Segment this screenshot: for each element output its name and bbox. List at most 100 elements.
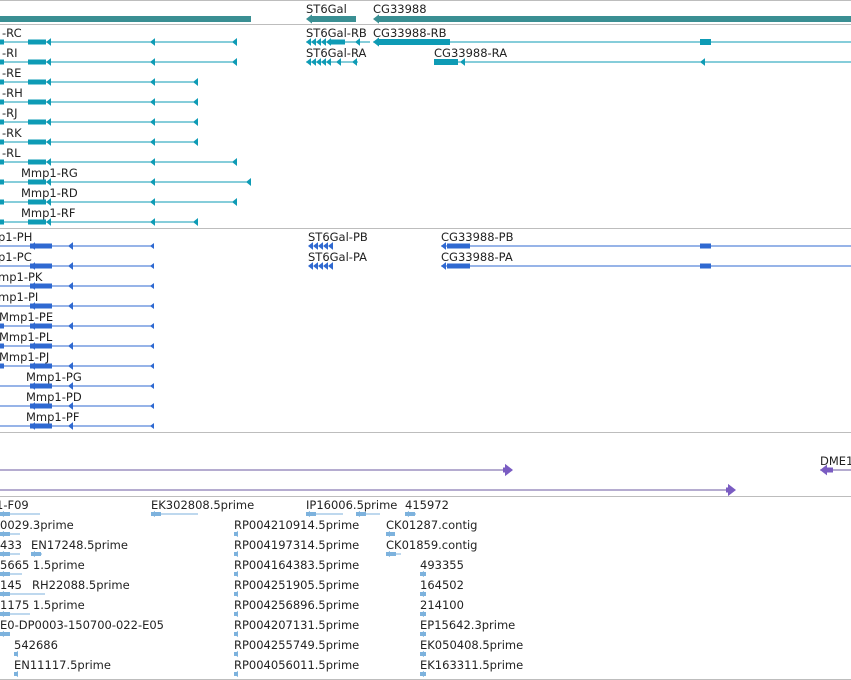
- protein-end-arrow[interactable]: [150, 303, 154, 309]
- transcript-arrow[interactable]: [326, 58, 331, 66]
- transcript-arrow[interactable]: [150, 158, 155, 166]
- proteins-feature-label[interactable]: Mmp1-PD: [26, 390, 82, 404]
- feature-block[interactable]: [503, 467, 508, 473]
- protein-arrow[interactable]: [313, 262, 318, 270]
- protein-arrow[interactable]: [30, 422, 35, 430]
- ests-feature-label[interactable]: IP16006.5prime: [306, 498, 398, 512]
- transcript-exon[interactable]: [28, 79, 46, 85]
- ests-feature-label[interactable]: CK01287.contig: [386, 518, 478, 532]
- ests-feature-label[interactable]: 542686: [14, 638, 58, 652]
- transcript-arrow[interactable]: [150, 138, 155, 146]
- transcript-end-arrow[interactable]: [232, 158, 237, 166]
- transcript-arrow[interactable]: [150, 98, 155, 106]
- est-block[interactable]: [356, 512, 366, 516]
- transcript-arrow[interactable]: [150, 38, 155, 46]
- proteins-feature-label[interactable]: CG33988-PB: [441, 230, 514, 244]
- ests-feature-label[interactable]: RP004056011.5prime: [234, 658, 360, 672]
- est-arrow[interactable]: [420, 670, 424, 678]
- feature-arrow-left[interactable]: [820, 464, 827, 476]
- protein-exon[interactable]: [30, 243, 52, 249]
- transcript-arrow[interactable]: [306, 58, 311, 66]
- transcripts-feature-label[interactable]: CG33988-RB: [373, 26, 447, 40]
- protein-exon[interactable]: [447, 263, 470, 269]
- protein-exon[interactable]: [700, 263, 711, 269]
- est-block[interactable]: [151, 512, 161, 516]
- protein-exon[interactable]: [30, 343, 52, 349]
- proteins-feature-label[interactable]: Mmp1-PJ: [0, 350, 50, 364]
- est-block[interactable]: [31, 552, 41, 556]
- protein-exon[interactable]: [30, 263, 52, 269]
- transcript-arrow[interactable]: [373, 37, 379, 47]
- transcript-arrow[interactable]: [46, 58, 51, 66]
- transcript-arrow[interactable]: [46, 178, 51, 186]
- est-block[interactable]: [0, 532, 10, 536]
- ests-feature-label[interactable]: 433: [0, 538, 22, 552]
- protein-exon[interactable]: [0, 343, 4, 349]
- gene-bar[interactable]: [0, 16, 251, 22]
- transcript-exon[interactable]: [28, 179, 46, 185]
- protein-exon[interactable]: [700, 243, 711, 249]
- transcript-arrow[interactable]: [150, 118, 155, 126]
- transcript-arrow[interactable]: [700, 58, 705, 66]
- est-arrow[interactable]: [420, 610, 424, 618]
- protein-exon[interactable]: [30, 383, 52, 389]
- protein-exon[interactable]: [30, 283, 52, 289]
- transcript-exon[interactable]: [700, 39, 711, 45]
- transcript-end-arrow[interactable]: [193, 118, 198, 126]
- ests-feature-label[interactable]: RP004210914.5prime: [234, 518, 360, 532]
- transcript-exon[interactable]: [377, 39, 450, 45]
- transcript-arrow[interactable]: [321, 38, 326, 46]
- est-block[interactable]: [0, 512, 10, 516]
- other-track-feature-label[interactable]: DME1: [820, 454, 851, 468]
- transcript-arrow[interactable]: [352, 58, 357, 66]
- est-arrow[interactable]: [306, 510, 310, 518]
- est-arrow[interactable]: [420, 650, 424, 658]
- ests-feature-label[interactable]: EK050408.5prime: [420, 638, 524, 652]
- est-arrow[interactable]: [234, 610, 238, 618]
- est-arrow[interactable]: [0, 530, 4, 538]
- proteins-feature-label[interactable]: p1-PC: [0, 250, 32, 264]
- protein-arrow[interactable]: [30, 382, 35, 390]
- transcript-exon[interactable]: [0, 179, 4, 185]
- transcript-arrow[interactable]: [46, 198, 51, 206]
- proteins-feature-label[interactable]: CG33988-PA: [441, 250, 513, 264]
- protein-end-arrow[interactable]: [150, 263, 154, 269]
- transcript-arrow[interactable]: [46, 98, 51, 106]
- transcript-arrow[interactable]: [336, 58, 341, 66]
- feature-block[interactable]: [726, 487, 731, 493]
- proteins-feature-label[interactable]: p1-PH: [0, 230, 33, 244]
- transcript-arrow[interactable]: [311, 38, 316, 46]
- protein-arrow[interactable]: [30, 302, 35, 310]
- ests-feature-label[interactable]: EK302808.5prime: [151, 498, 255, 512]
- transcript-exon[interactable]: [0, 39, 4, 45]
- protein-arrow[interactable]: [30, 242, 35, 250]
- proteins-feature-label[interactable]: Mmp1-PE: [0, 310, 54, 324]
- ests-feature-label[interactable]: 164502: [420, 578, 464, 592]
- transcripts-feature-label[interactable]: Mmp1-RF: [21, 206, 76, 220]
- transcript-arrow[interactable]: [316, 38, 321, 46]
- feature-block[interactable]: [825, 467, 833, 473]
- est-arrow[interactable]: [0, 630, 4, 638]
- transcripts-feature-label[interactable]: ST6Gal-RB: [306, 26, 367, 40]
- transcripts-feature-label[interactable]: -RJ: [2, 106, 18, 120]
- protein-end-arrow[interactable]: [150, 423, 154, 429]
- transcript-arrow[interactable]: [460, 58, 465, 66]
- transcript-end-arrow[interactable]: [193, 138, 198, 146]
- transcript-arrow[interactable]: [46, 218, 51, 226]
- transcript-exon[interactable]: [331, 39, 345, 45]
- transcript-arrow[interactable]: [150, 58, 155, 66]
- est-arrow[interactable]: [420, 590, 424, 598]
- protein-arrow[interactable]: [441, 242, 446, 250]
- ests-feature-label[interactable]: 0029.3prime: [0, 518, 74, 532]
- protein-arrow[interactable]: [30, 322, 35, 330]
- transcripts-feature-label[interactable]: -RE: [2, 66, 22, 80]
- est-arrow[interactable]: [0, 510, 4, 518]
- est-arrow[interactable]: [0, 590, 4, 598]
- protein-arrow[interactable]: [68, 302, 73, 310]
- transcript-end-arrow[interactable]: [232, 38, 237, 46]
- transcript-arrow[interactable]: [150, 218, 155, 226]
- ests-feature-label[interactable]: EN17248.5prime: [31, 538, 128, 552]
- transcripts-feature-label[interactable]: -RL: [2, 146, 21, 160]
- transcripts-feature-label[interactable]: ST6Gal-RA: [306, 46, 367, 60]
- transcript-exon[interactable]: [0, 99, 4, 105]
